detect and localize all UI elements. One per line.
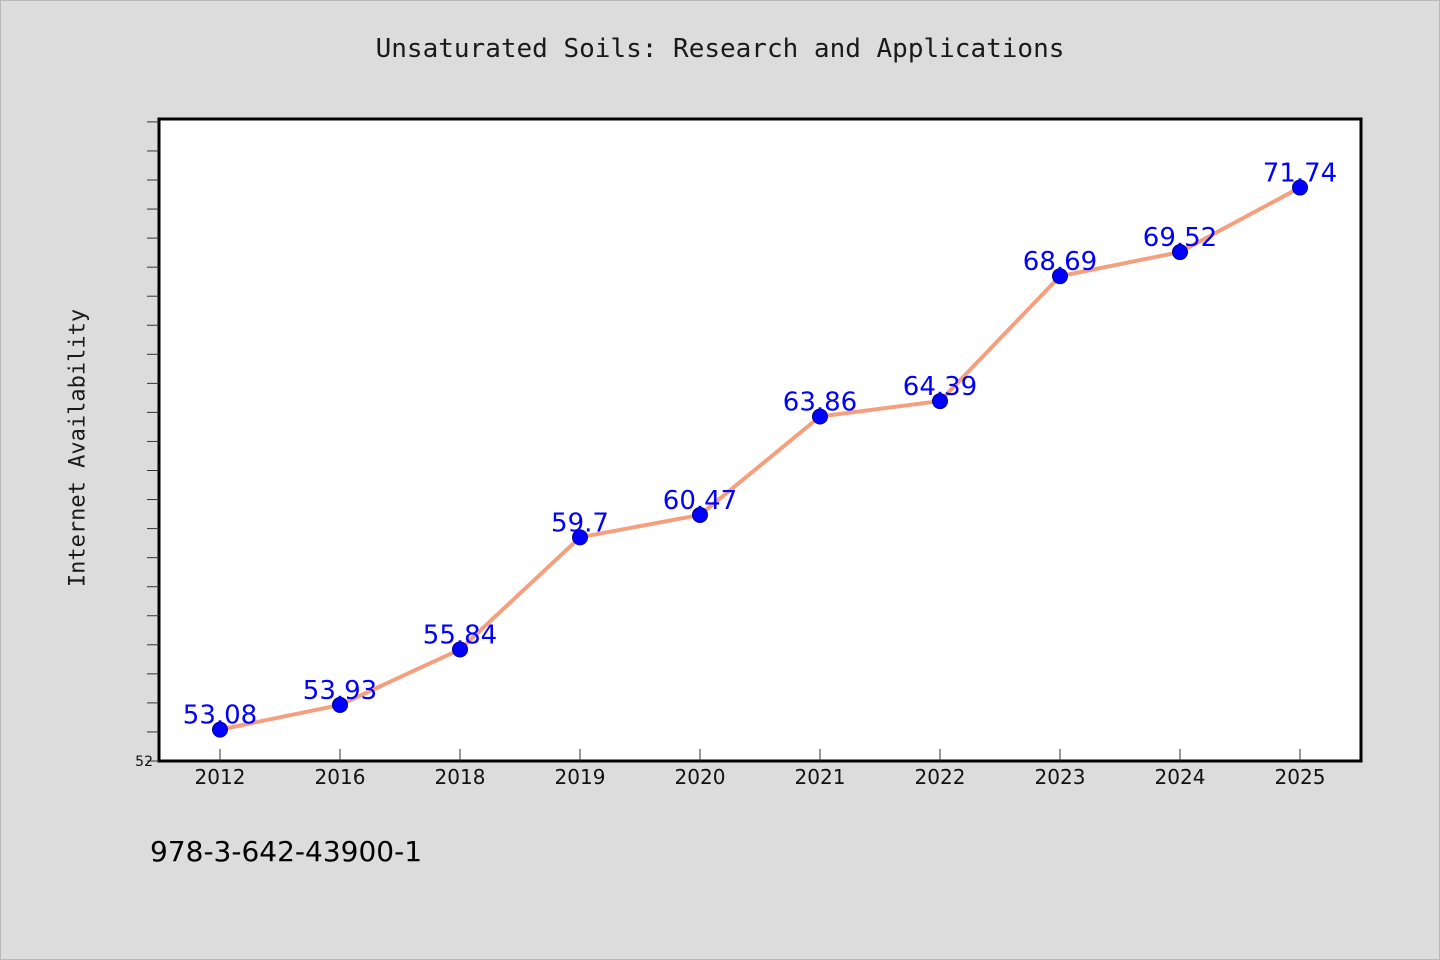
data-markers — [212, 179, 1308, 738]
chart-title: Unsaturated Soils: Research and Applicat… — [375, 34, 1065, 64]
x-tick-label: 2023 — [1035, 765, 1086, 789]
data-point — [332, 696, 348, 713]
data-label: 60.47 — [663, 486, 737, 516]
data-point — [1292, 179, 1308, 196]
data-point — [1052, 268, 1068, 285]
data-point — [452, 641, 468, 658]
data-label: 68.69 — [1023, 247, 1097, 277]
data-label: 55.84 — [423, 620, 497, 650]
y-tick-label: 52 — [135, 754, 153, 770]
x-tick-label: 2022 — [915, 765, 966, 789]
data-point — [212, 721, 228, 738]
data-label: 59.7 — [551, 508, 609, 538]
data-point — [1172, 244, 1188, 261]
data-label: 63.86 — [783, 387, 857, 417]
x-tick-label: 2020 — [675, 765, 726, 789]
data-point — [812, 408, 828, 425]
isbn-label: 978-3-642-43900-1 — [150, 835, 423, 868]
series-line — [218, 185, 1302, 732]
data-label: 53.93 — [303, 676, 377, 706]
data-label: 53.08 — [183, 701, 257, 731]
data-point — [572, 529, 588, 546]
data-labels: 53.08 53.93 55.84 59.7 60.47 63.86 64.39 68.69 6… — [183, 159, 1337, 731]
data-point — [692, 506, 708, 523]
data-label: 69.52 — [1143, 223, 1217, 253]
x-tick-label: 2012 — [195, 765, 246, 789]
x-tick-label: 2021 — [795, 765, 846, 789]
x-tick-label: 2016 — [315, 765, 366, 789]
y-axis-ticks: 52 — [135, 121, 159, 770]
data-label: 71.74 — [1263, 159, 1337, 189]
data-point — [932, 393, 948, 410]
data-label: 64.39 — [903, 372, 977, 402]
x-tick-label: 2025 — [1275, 765, 1326, 789]
x-axis-ticks: 2012 2016 2018 2019 2020 2021 2022 2023 2024 2025 — [195, 749, 1326, 789]
x-tick-label: 2019 — [555, 765, 606, 789]
x-tick-label: 2024 — [1155, 765, 1206, 789]
x-tick-label: 2018 — [435, 765, 486, 789]
plot-area — [157, 117, 1363, 763]
